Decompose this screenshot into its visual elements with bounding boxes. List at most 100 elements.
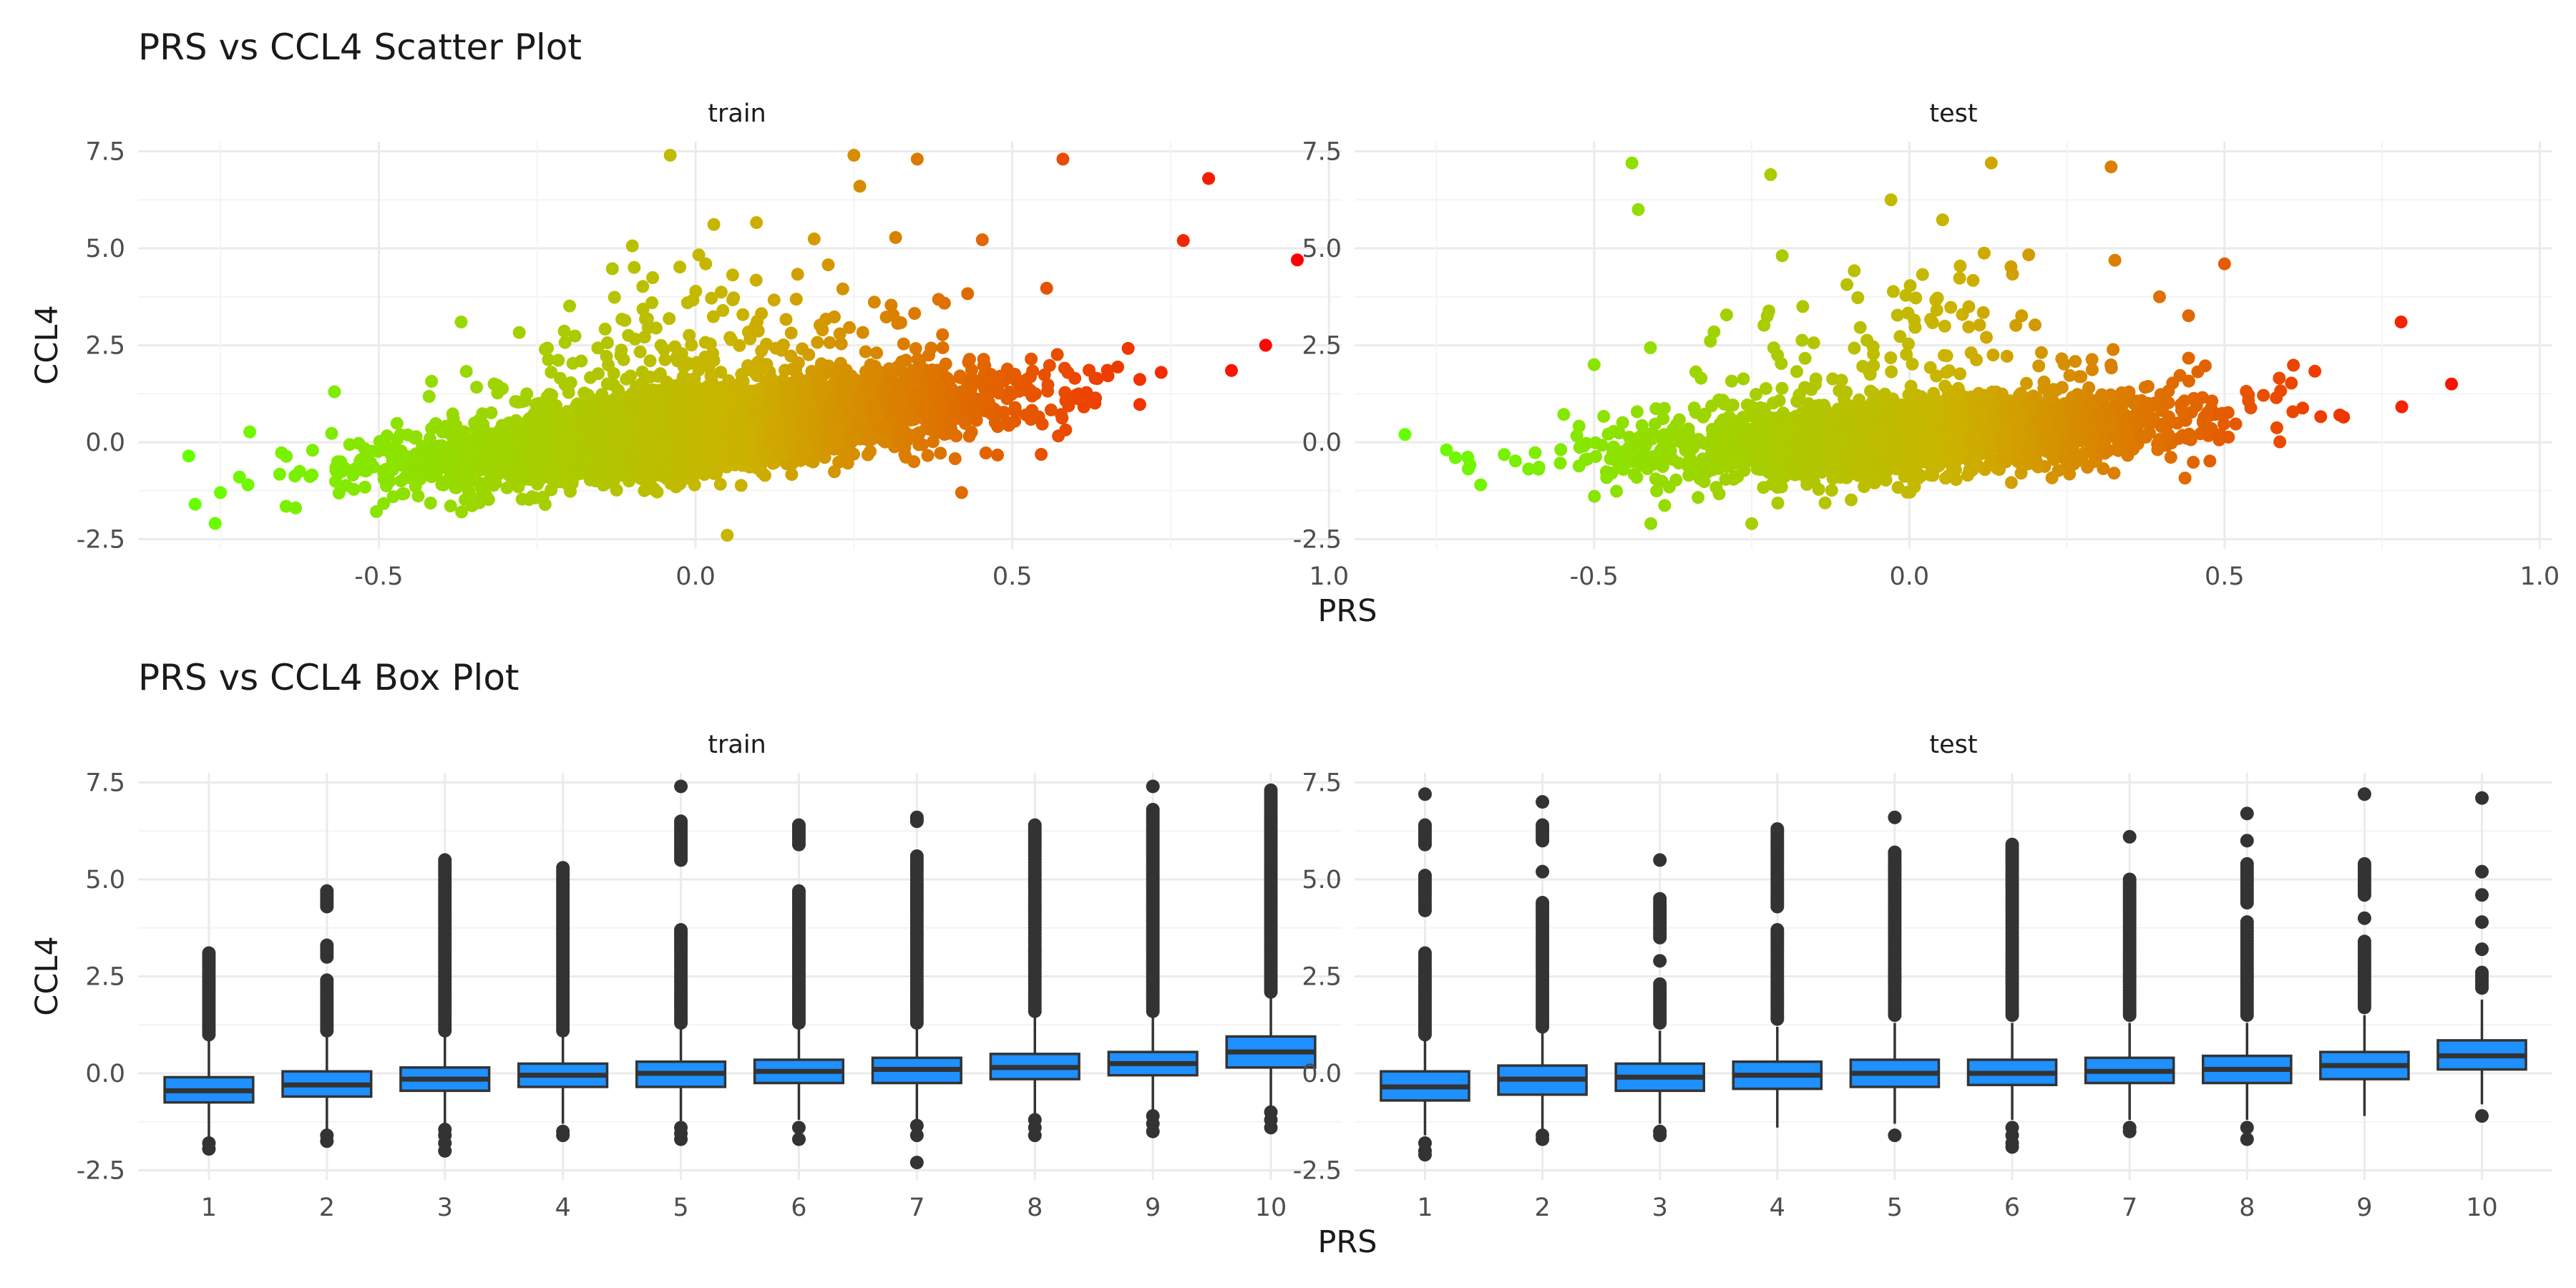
scatter-point	[911, 386, 924, 399]
scatter-point	[654, 338, 668, 352]
scatter-point	[552, 353, 565, 367]
scatter-point	[628, 332, 642, 346]
scatter-point	[538, 421, 552, 435]
scatter-point	[639, 470, 653, 484]
scatter-point	[604, 459, 618, 472]
scatter-point	[636, 303, 650, 316]
scatter-point	[846, 433, 859, 447]
scatter-point	[864, 368, 878, 381]
scatter-point	[188, 497, 202, 511]
scatter-point	[925, 363, 939, 376]
scatter-point	[1886, 285, 1900, 298]
scatter-strip-train: train	[708, 99, 766, 128]
scatter-point	[532, 396, 546, 410]
scatter-point	[425, 374, 439, 388]
scatter-point	[933, 396, 947, 410]
scatter-point	[612, 384, 625, 397]
scatter-point	[494, 435, 507, 449]
scatter-point	[688, 478, 701, 492]
scatter-point	[1121, 341, 1135, 355]
scatter-y-axis-label: CCL4	[29, 305, 65, 384]
scatter-point	[438, 425, 452, 439]
scatter-point	[591, 341, 605, 355]
scatter-point	[726, 293, 740, 306]
scatter-point	[1050, 348, 1064, 361]
scatter-point	[1041, 378, 1055, 391]
scatter-point	[992, 377, 1006, 391]
scatter-point	[784, 381, 796, 394]
scatter-point	[734, 479, 748, 492]
scatter-point	[828, 366, 841, 380]
scatter-point	[680, 296, 694, 310]
scatter-point	[799, 381, 813, 395]
scatter-point	[884, 408, 898, 421]
scatter-point	[394, 428, 407, 441]
scatter-y-tick-label: -2.5	[77, 525, 125, 554]
scatter-point	[670, 354, 684, 368]
scatter-point	[699, 257, 713, 270]
scatter-point	[806, 455, 820, 469]
scatter-y-tick-label: 2.5	[85, 332, 125, 361]
scatter-point	[610, 424, 624, 437]
scatter-point	[1062, 399, 1075, 413]
scatter-point	[912, 438, 926, 452]
scatter-point	[279, 499, 293, 513]
scatter-point	[1964, 346, 1978, 360]
scatter-point	[947, 399, 960, 413]
scatter-point	[761, 397, 775, 411]
scatter-point	[776, 338, 790, 351]
scatter-point	[716, 303, 730, 317]
scatter-point	[1005, 388, 1018, 401]
scatter-point	[847, 148, 861, 162]
scatter-point	[945, 422, 957, 435]
scatter-point	[811, 336, 824, 349]
scatter-point	[1043, 358, 1056, 372]
scatter-point	[727, 444, 741, 458]
scatter-point	[339, 479, 353, 492]
scatter-point	[1024, 413, 1038, 426]
scatter-point	[936, 328, 950, 341]
scatter-point	[830, 434, 844, 448]
scatter-point	[892, 378, 904, 391]
scatter-point	[1557, 408, 1571, 421]
scatter-y-tick-label: 0.0	[85, 429, 125, 457]
scatter-point	[583, 436, 596, 450]
scatter-point	[791, 268, 804, 281]
scatter-point	[600, 336, 614, 349]
scatter-point	[907, 455, 921, 469]
scatter-point	[924, 341, 938, 355]
scatter-point	[889, 230, 902, 244]
scatter-point	[775, 447, 789, 460]
scatter-point	[844, 405, 858, 419]
scatter-point	[507, 436, 520, 450]
scatter-point	[897, 337, 910, 351]
scatter-point	[933, 379, 947, 393]
scatter-point	[756, 410, 769, 424]
scatter-point	[477, 436, 489, 450]
scatter-point	[423, 443, 436, 457]
scatter-point	[2032, 359, 2046, 373]
scatter-point	[615, 313, 629, 326]
scatter-point	[823, 336, 836, 349]
scatter-point	[380, 479, 393, 493]
scatter-point	[233, 470, 246, 484]
scatter-point	[892, 431, 905, 444]
scatter-point	[560, 435, 574, 449]
scatter-point	[585, 406, 598, 419]
scatter-point	[802, 411, 816, 424]
scatter-point	[1901, 306, 1915, 320]
scatter-point	[704, 369, 718, 383]
scatter-point	[959, 416, 972, 430]
scatter-point	[2004, 260, 2018, 273]
scatter-point	[280, 449, 293, 463]
scatter-point	[1790, 365, 1803, 379]
scatter-point	[532, 435, 545, 449]
scatter-point	[512, 326, 526, 339]
scatter-point	[975, 233, 989, 247]
scatter-title: PRS vs CCL4 Scatter Plot	[138, 26, 582, 68]
scatter-point	[1154, 366, 1168, 379]
scatter-point	[563, 299, 576, 313]
scatter-point	[867, 401, 880, 414]
scatter-point	[870, 346, 884, 360]
